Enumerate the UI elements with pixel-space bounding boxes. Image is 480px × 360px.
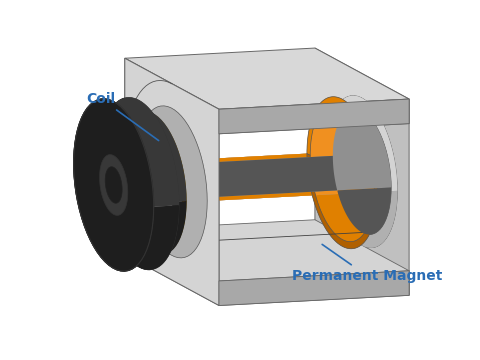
Polygon shape	[73, 98, 179, 207]
Polygon shape	[120, 165, 186, 254]
Text: Coil: Coil	[86, 91, 159, 141]
Polygon shape	[125, 58, 219, 306]
Polygon shape	[140, 106, 211, 201]
Polygon shape	[219, 271, 409, 306]
Text: Permanent Magnet: Permanent Magnet	[292, 244, 443, 283]
Polygon shape	[137, 96, 397, 201]
Polygon shape	[106, 165, 187, 256]
Polygon shape	[73, 99, 154, 271]
Polygon shape	[219, 99, 409, 134]
Polygon shape	[125, 220, 409, 281]
Polygon shape	[327, 96, 397, 248]
Polygon shape	[307, 154, 378, 249]
Polygon shape	[120, 110, 216, 201]
Polygon shape	[333, 109, 391, 234]
Polygon shape	[307, 97, 378, 192]
Polygon shape	[315, 48, 409, 295]
Polygon shape	[99, 162, 179, 270]
Polygon shape	[140, 163, 211, 258]
Polygon shape	[120, 165, 186, 254]
Polygon shape	[99, 154, 128, 215]
Polygon shape	[73, 162, 179, 271]
Polygon shape	[99, 98, 179, 205]
Polygon shape	[137, 106, 207, 258]
Polygon shape	[99, 162, 179, 270]
Polygon shape	[110, 156, 391, 247]
Polygon shape	[150, 163, 216, 252]
Polygon shape	[106, 165, 187, 256]
Polygon shape	[120, 163, 216, 254]
Polygon shape	[105, 167, 122, 203]
Polygon shape	[143, 156, 374, 251]
Polygon shape	[219, 271, 409, 306]
Polygon shape	[125, 48, 409, 109]
Polygon shape	[99, 154, 128, 215]
Polygon shape	[137, 96, 397, 201]
Polygon shape	[137, 153, 397, 258]
Polygon shape	[140, 97, 378, 201]
Polygon shape	[106, 111, 187, 202]
Polygon shape	[99, 98, 179, 205]
Polygon shape	[120, 112, 186, 201]
Polygon shape	[137, 106, 207, 258]
Polygon shape	[150, 110, 216, 199]
Polygon shape	[106, 111, 187, 202]
Polygon shape	[73, 162, 179, 271]
Polygon shape	[110, 109, 391, 199]
Polygon shape	[105, 167, 122, 203]
Polygon shape	[125, 58, 219, 306]
Polygon shape	[137, 153, 397, 258]
Polygon shape	[73, 98, 179, 207]
Polygon shape	[219, 99, 409, 134]
Polygon shape	[120, 112, 186, 201]
Polygon shape	[143, 104, 374, 199]
Polygon shape	[140, 154, 378, 258]
Polygon shape	[73, 99, 154, 271]
